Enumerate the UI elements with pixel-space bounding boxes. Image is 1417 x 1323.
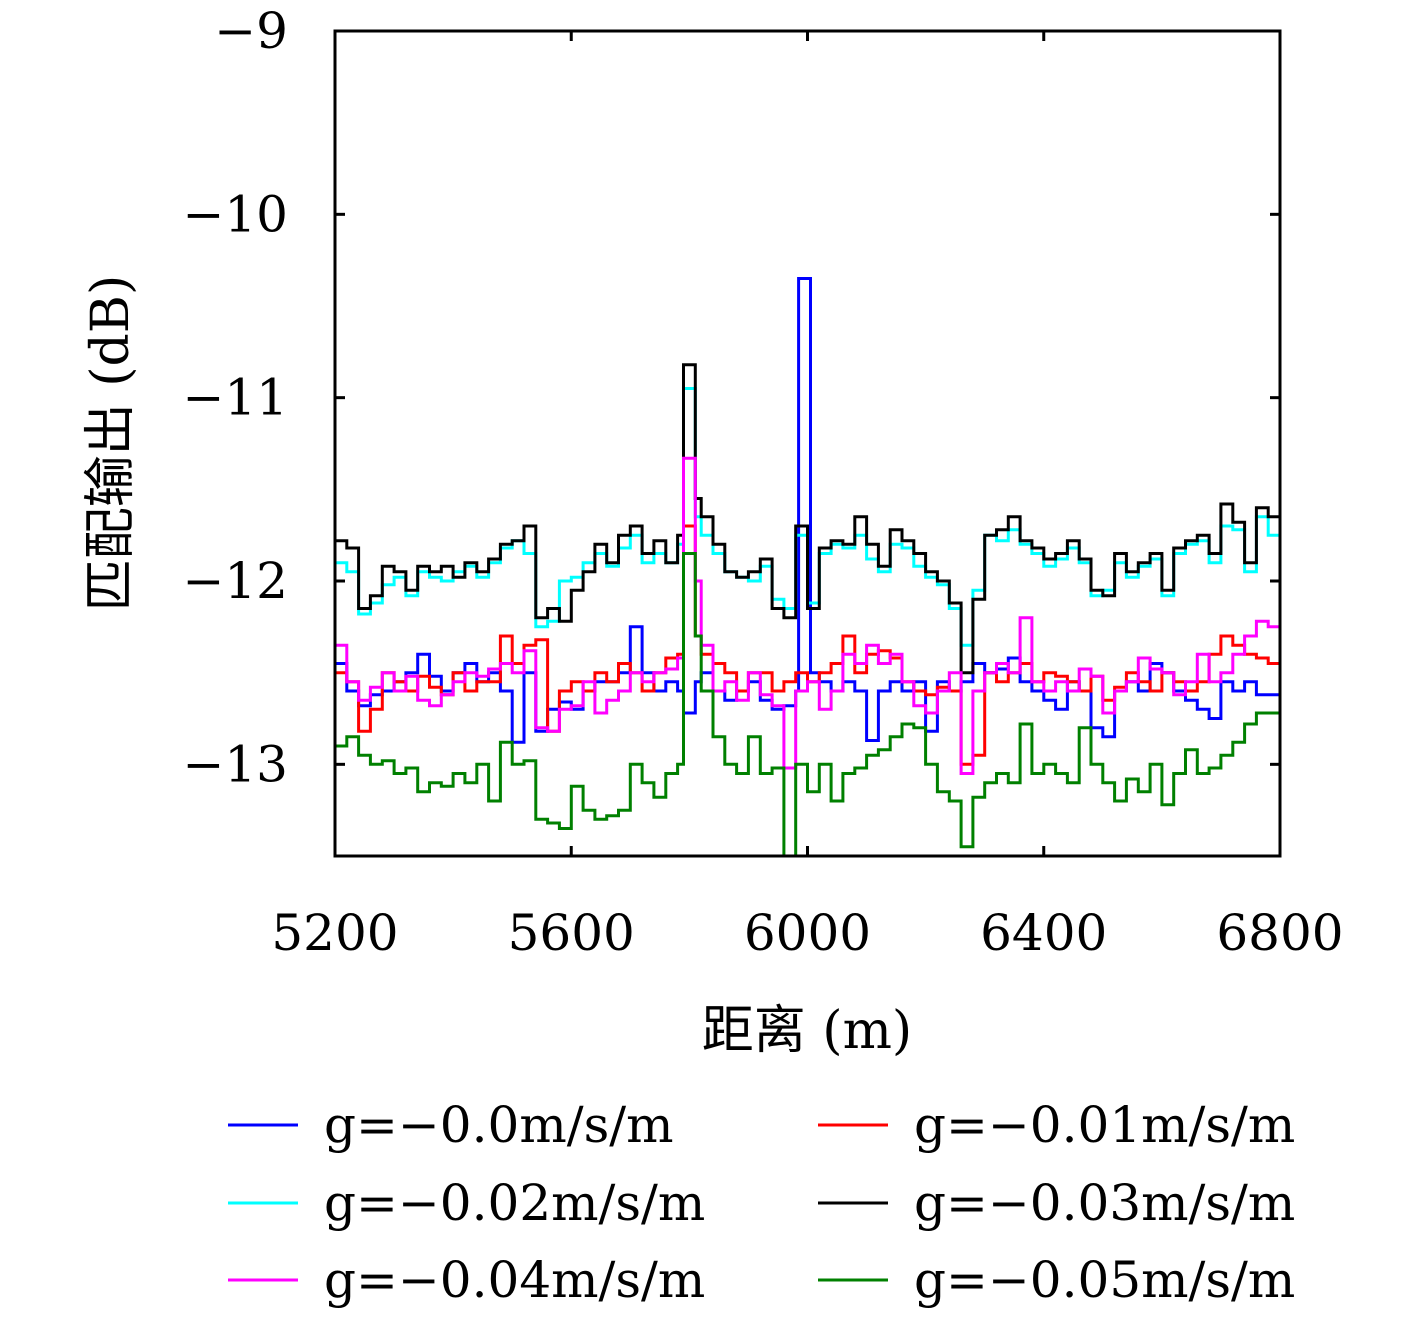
series-line-5: [335, 456, 1280, 775]
y-tick-label: −13: [182, 735, 288, 793]
axis-ticks: [333, 29, 1282, 856]
y-tick-label: −11: [182, 369, 288, 427]
legend-label: g=−0.0m/s/m: [324, 1096, 674, 1154]
legend: g=−0.0m/s/m g=−0.01m/s/m g=−0.02m/s/m g=−0.…: [228, 1096, 1295, 1309]
x-tick-label: 6800: [1216, 904, 1343, 962]
y-axis-title: 匹配输出 (dB): [81, 275, 141, 612]
legend-label: g=−0.03m/s/m: [914, 1174, 1295, 1232]
series-line-6: [335, 552, 1280, 856]
legend-item: g=−0.01m/s/m: [818, 1096, 1295, 1154]
plot-series: [335, 277, 1280, 856]
y-tick-label: −10: [182, 185, 288, 243]
x-tick-label: 5200: [271, 904, 398, 962]
legend-item: g=−0.04m/s/m: [228, 1251, 705, 1309]
tick-labels: 5200 5600 6000 6400 6800 −9 −10 −11 −12 −13: [182, 2, 1343, 962]
legend-label: g=−0.01m/s/m: [914, 1096, 1295, 1154]
legend-item: g=−0.05m/s/m: [818, 1251, 1295, 1309]
x-axis-title: 距离 (m): [702, 1001, 912, 1061]
legend-item: g=−0.0m/s/m: [228, 1096, 674, 1154]
x-tick-label: 5600: [508, 904, 635, 962]
y-tick-label: −12: [182, 552, 288, 610]
plot-frame: [333, 29, 1282, 858]
legend-label: g=−0.02m/s/m: [324, 1174, 705, 1232]
series-line-4: [335, 363, 1280, 675]
x-tick-label: 6400: [980, 904, 1107, 962]
x-tick-label: 6000: [744, 904, 871, 962]
legend-label: g=−0.04m/s/m: [324, 1251, 705, 1309]
legend-item: g=−0.02m/s/m: [228, 1174, 705, 1232]
legend-label: g=−0.05m/s/m: [914, 1251, 1295, 1309]
series-line-2: [335, 524, 1280, 766]
y-tick-label: −9: [214, 2, 288, 60]
legend-item: g=−0.03m/s/m: [818, 1174, 1295, 1232]
